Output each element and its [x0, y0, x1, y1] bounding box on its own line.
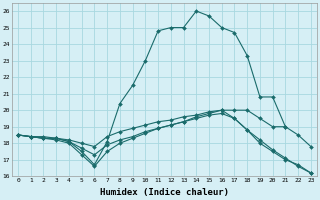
X-axis label: Humidex (Indice chaleur): Humidex (Indice chaleur) [100, 188, 229, 197]
